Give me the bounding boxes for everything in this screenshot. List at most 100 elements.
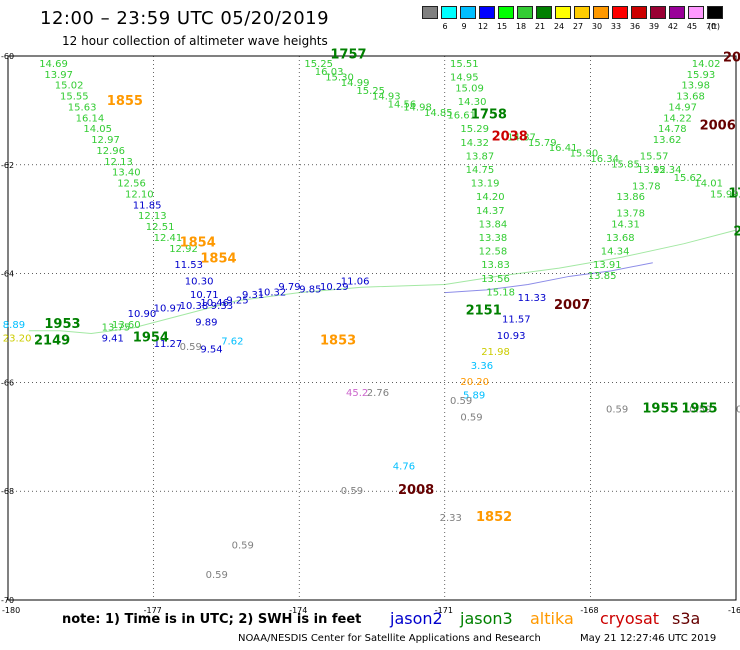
colorbar-swatch [612, 6, 628, 19]
wave-height-label: 45.2 [346, 388, 368, 399]
time-marker-label: 1955 [681, 401, 717, 416]
wave-height-label: 12.41 [154, 233, 183, 244]
wave-height-label: 13.86 [616, 192, 645, 203]
colorbar-label: 33 [610, 22, 622, 31]
wave-height-label: 14.30 [458, 97, 487, 108]
wave-height-label: 15.63 [68, 102, 97, 113]
footer-note: note: 1) Time is in UTC; 2) SWH is in fe… [62, 612, 362, 627]
wave-height-label: 15.30 [325, 72, 354, 83]
wave-height-label: 13.78 [616, 208, 645, 219]
wave-height-label: 15.79 [528, 138, 557, 149]
wave-height-label: 12.13 [104, 157, 133, 168]
colorbar-label: 15 [496, 22, 508, 31]
wave-height-label: 14.98 [403, 102, 432, 113]
wave-height-label: 11.85 [133, 200, 162, 211]
time-marker-label: 1758 [471, 108, 507, 123]
wave-height-label: 15.99 [710, 189, 739, 200]
colorbar-label: 12 [477, 22, 489, 31]
colorbar-label: 24 [553, 22, 565, 31]
y-tick-label: -60 [1, 52, 14, 61]
wave-height-label: 14.37 [476, 206, 505, 217]
time-marker-label: 2149 [34, 333, 70, 348]
x-tick-label: -174 [289, 606, 307, 615]
wave-height-label: 12.58 [479, 247, 508, 258]
time-marker-label: 2151 [466, 303, 502, 318]
colorbar-swatch [441, 6, 457, 19]
satellite-track [444, 262, 653, 294]
y-tick-label: -66 [1, 378, 14, 387]
time-marker-label: 1757 [330, 48, 366, 63]
colorbar-swatch [574, 6, 590, 19]
wave-height-label: 0.59 [606, 404, 628, 415]
wave-height-label: 9.33 [211, 301, 233, 312]
time-marker-label: 1854 [180, 235, 216, 250]
wave-height-label: 14.02 [692, 59, 721, 70]
colorbar-swatch [707, 6, 723, 19]
wave-height-label: 15.09 [455, 83, 484, 94]
wave-height-label: 0.59 [736, 404, 740, 415]
wave-height-label: 2.33 [440, 513, 462, 524]
colorbar-swatch [650, 6, 666, 19]
wave-height-label: 0.59 [206, 570, 228, 581]
time-marker-label: 2005 [723, 50, 740, 65]
wave-height-label: 9.79 [278, 282, 300, 293]
wave-height-label: 13.60 [112, 320, 141, 331]
wave-height-label: 16.34 [590, 154, 619, 165]
x-tick-label: -177 [144, 606, 162, 615]
wave-height-label: 14.20 [476, 192, 505, 203]
wave-height-label: 15.25 [304, 59, 333, 70]
wave-height-label: 13.87 [466, 151, 495, 162]
colorbar-label: 70 [705, 22, 717, 31]
wave-height-label: 12.10 [125, 189, 154, 200]
time-marker-label: 2 [733, 225, 740, 240]
wave-height-label: 0.59 [450, 396, 472, 407]
wave-height-label: 11.57 [502, 315, 531, 326]
time-marker-label: 1853 [320, 333, 356, 348]
wave-height-label: 5.89 [463, 391, 485, 402]
wave-height-label: 15.29 [460, 124, 489, 135]
colorbar-label: 39 [648, 22, 660, 31]
wave-height-points: 14.6913.9715.0215.5515.6316.1414.0512.97… [3, 59, 740, 581]
y-tick-label: -64 [1, 270, 14, 279]
credit-date: May 21 12:27:46 UTC 2019 [580, 633, 717, 644]
wave-height-label: 9.41 [102, 334, 124, 345]
wave-height-label: 10.29 [320, 282, 349, 293]
wave-height-label: 12.92 [169, 244, 198, 255]
wave-height-label: 11.53 [174, 260, 203, 271]
wave-height-label: 14.99 [341, 78, 370, 89]
wave-height-label: 0.59 [460, 412, 482, 423]
colorbar-swatch [631, 6, 647, 19]
time-marker-label: 1955 [642, 401, 678, 416]
wave-height-label: 14.32 [460, 138, 489, 149]
wave-height-label: 13.98 [681, 81, 710, 92]
plot-border [7, 55, 737, 601]
colorbar-label: 30 [591, 22, 603, 31]
wave-height-label: 15.25 [356, 86, 385, 97]
wave-height-label: 14.34 [601, 247, 630, 258]
wave-height-label: 13.85 [588, 271, 617, 282]
legend-item-cryosat: cryosat [600, 609, 660, 628]
wave-height-label: 13.68 [676, 92, 705, 103]
colorbar-swatch [688, 6, 704, 19]
wave-height-label: 13.40 [112, 168, 141, 179]
y-tick-label: -62 [1, 161, 14, 170]
wave-height-label: 12.96 [96, 146, 125, 157]
wave-height-label: 15.62 [674, 173, 703, 184]
wave-height-label: 2.76 [367, 388, 389, 399]
wave-height-label: 15.57 [640, 151, 669, 162]
colorbar-unit: (ft) [708, 22, 721, 31]
wave-height-label: 15.34 [653, 165, 682, 176]
legend-item-altika: altika [530, 609, 574, 628]
axis-ticks: -180 -177 -174 -171 -168 -16 -60 -62 -64 -66 -68 -7… [1, 52, 740, 615]
wave-height-label: 13.78 [632, 181, 661, 192]
wave-height-label: 16.03 [315, 67, 344, 78]
time-marker-label: 1852 [476, 510, 512, 525]
wave-height-label: 15.02 [55, 81, 84, 92]
colorbar-label: 45 [686, 22, 698, 31]
wave-height-label: 8.89 [3, 320, 25, 331]
plot-frame [7, 55, 737, 601]
wave-height-label: 21.98 [481, 347, 510, 358]
wave-height-label: 14.05 [83, 124, 112, 135]
page-subtitle: 12 hour collection of altimeter wave hei… [62, 34, 328, 48]
wave-height-label: 14.97 [668, 102, 697, 113]
